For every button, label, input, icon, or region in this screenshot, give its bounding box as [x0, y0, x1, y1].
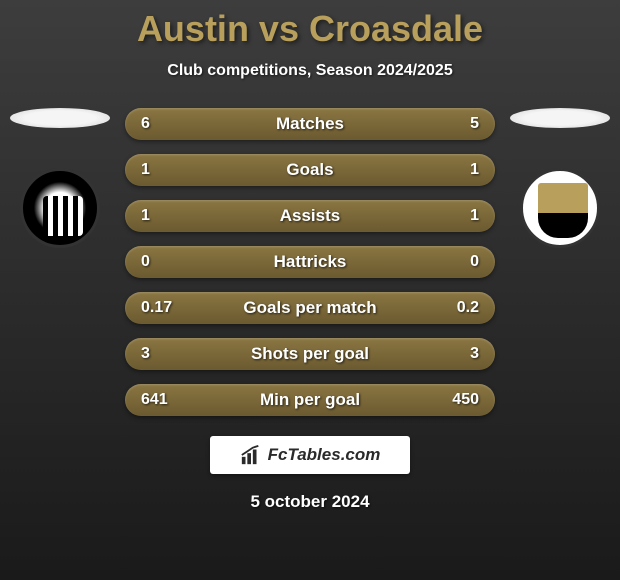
stat-label: Assists — [280, 206, 340, 226]
stat-left-value: 1 — [141, 207, 181, 225]
stat-row: 1 Goals 1 — [125, 154, 495, 186]
stat-row: 0.17 Goals per match 0.2 — [125, 292, 495, 324]
footer-date: 5 october 2024 — [0, 492, 620, 512]
stat-row: 0 Hattricks 0 — [125, 246, 495, 278]
brand-text: FcTables.com — [268, 445, 381, 465]
page-subtitle: Club competitions, Season 2024/2025 — [0, 62, 620, 80]
stat-right-value: 450 — [439, 391, 479, 409]
chart-icon — [240, 444, 262, 466]
stat-right-value: 0.2 — [439, 299, 479, 317]
player-photo-placeholder-right — [510, 108, 610, 128]
stats-container: 6 Matches 5 1 Goals 1 1 Assists 1 0 Hatt… — [125, 108, 495, 416]
comparison-area: 6 Matches 5 1 Goals 1 1 Assists 1 0 Hatt… — [0, 108, 620, 416]
stat-row: 1 Assists 1 — [125, 200, 495, 232]
player-photo-placeholder-left — [10, 108, 110, 128]
stat-left-value: 0.17 — [141, 299, 181, 317]
stat-row: 6 Matches 5 — [125, 108, 495, 140]
stat-left-value: 641 — [141, 391, 181, 409]
stat-row: 3 Shots per goal 3 — [125, 338, 495, 370]
stat-row: 641 Min per goal 450 — [125, 384, 495, 416]
stat-left-value: 6 — [141, 115, 181, 133]
stat-right-value: 1 — [439, 161, 479, 179]
page-title: Austin vs Croasdale — [0, 0, 620, 50]
stat-right-value: 0 — [439, 253, 479, 271]
stat-label: Min per goal — [260, 390, 360, 410]
stat-left-value: 3 — [141, 345, 181, 363]
brand-box: FcTables.com — [210, 436, 410, 474]
stat-label: Goals per match — [243, 298, 376, 318]
stat-right-value: 1 — [439, 207, 479, 225]
stat-left-value: 0 — [141, 253, 181, 271]
stat-label: Goals — [286, 160, 333, 180]
stat-right-value: 3 — [439, 345, 479, 363]
club-crest-right — [520, 168, 600, 248]
stat-right-value: 5 — [439, 115, 479, 133]
stat-label: Hattricks — [274, 252, 347, 272]
stat-label: Shots per goal — [251, 344, 369, 364]
stat-label: Matches — [276, 114, 344, 134]
stat-left-value: 1 — [141, 161, 181, 179]
club-crest-left — [20, 168, 100, 248]
